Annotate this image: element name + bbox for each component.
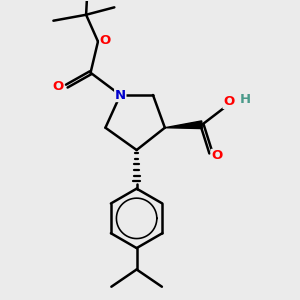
Text: N: N — [115, 88, 126, 101]
Text: O: O — [211, 149, 223, 162]
Text: O: O — [223, 95, 234, 108]
Polygon shape — [165, 121, 202, 129]
Text: O: O — [52, 80, 64, 93]
Text: H: H — [239, 93, 251, 106]
Text: O: O — [100, 34, 111, 46]
